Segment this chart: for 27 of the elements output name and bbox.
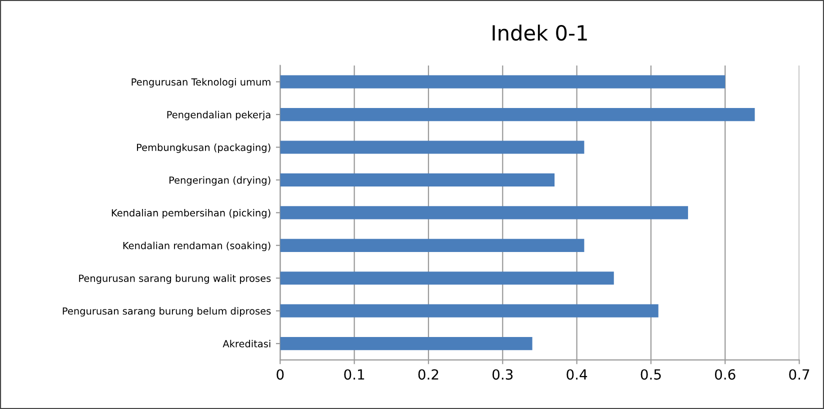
x-tick-label: 0.5 [640, 369, 661, 380]
bar [280, 206, 688, 220]
x-tick-label: 0.7 [789, 369, 810, 380]
y-tick-label: Kendalian rendaman (soaking) [123, 242, 270, 252]
chart-title: Indek 0-1 [492, 24, 587, 41]
bar [280, 337, 532, 350]
x-tick-label: 0.4 [566, 369, 588, 380]
y-tick-label: Pengurusan sarang burung walit proses [79, 274, 271, 284]
x-tick-label: 0.3 [492, 369, 513, 380]
x-tick-label: 0.1 [344, 369, 364, 380]
bar [280, 238, 584, 252]
x-tick-label: 0 [276, 369, 284, 380]
bar [280, 304, 658, 318]
bar [280, 173, 555, 187]
x-tick-label: 0.6 [714, 369, 736, 380]
x-tick-label: 0.2 [418, 369, 438, 380]
y-tick-label: Pembungkusan (packaging) [137, 144, 270, 153]
y-tick-label: Pengurusan sarang burung belum diproses [62, 307, 271, 317]
y-tick-label: Pengendalian pekerja [167, 110, 270, 120]
bar [280, 272, 614, 285]
y-tick-label: Akreditasi [222, 340, 270, 348]
y-tick-label: Pengurusan Teknologi umum [132, 78, 270, 88]
bar [280, 140, 584, 154]
y-tick-label: Kendalian pembersihan (picking) [112, 208, 270, 218]
y-tick-label: Pengeringan (drying) [169, 176, 270, 186]
bar [280, 108, 755, 122]
bar [280, 75, 726, 88]
